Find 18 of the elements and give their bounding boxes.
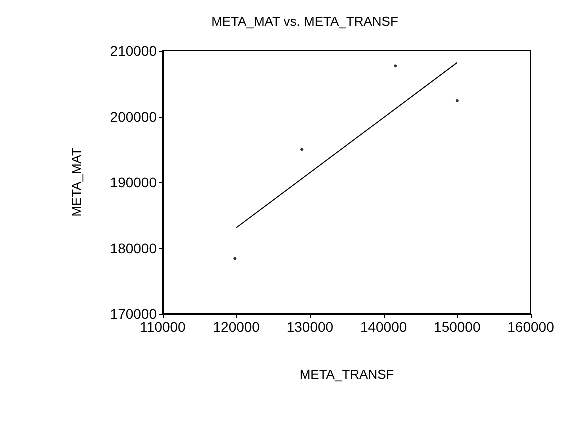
- point: [456, 99, 459, 102]
- point: [300, 148, 304, 152]
- point: [234, 257, 237, 260]
- x-tick-label: 110000: [140, 319, 186, 335]
- x-tick-label: 120000: [213, 319, 260, 335]
- y-tick-label: 180000: [110, 240, 158, 256]
- point: [394, 64, 398, 68]
- x-tick-label: 150000: [434, 319, 481, 335]
- x-tick-label: 130000: [286, 319, 334, 335]
- x-tick-label: 160000: [508, 319, 555, 335]
- chart-title: META_MAT vs. META_TRANSF: [212, 14, 398, 29]
- x-tick-label: 140000: [360, 319, 408, 335]
- x-axis-title: META_TRANSF: [300, 367, 394, 382]
- y-tick-label: 170000: [110, 306, 158, 322]
- y-axis-title: META_MAT: [69, 148, 84, 217]
- y-tick-label: 190000: [110, 174, 158, 190]
- y-tick-label: 210000: [110, 43, 158, 59]
- y-tick-label: 200000: [110, 108, 158, 125]
